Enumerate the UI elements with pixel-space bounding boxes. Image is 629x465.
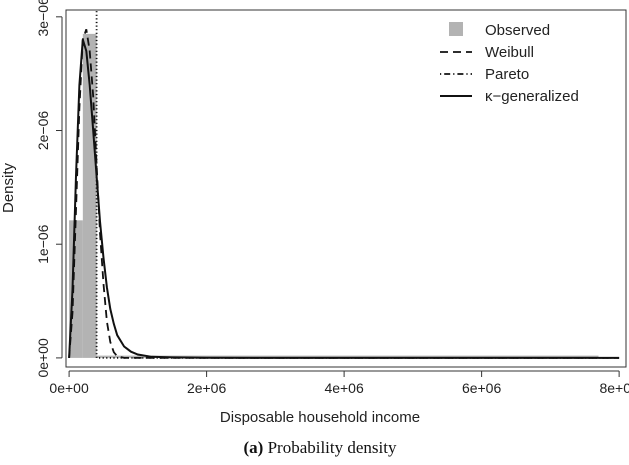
x-axis-title: Disposable household income — [220, 409, 420, 426]
legend: Observed Weibull Pareto κ−generalized — [440, 22, 579, 105]
y-tick-label-2: 2e−06 — [35, 111, 51, 151]
y-axis: 0e+00 1e−06 2e−06 3e−06 — [35, 0, 63, 378]
legend-label-3: κ−generalized — [485, 88, 579, 105]
y-tick-label-3: 3e−06 — [35, 0, 51, 36]
legend-entry-2: Pareto — [440, 66, 529, 83]
plot-frame — [65, 9, 627, 368]
legend-entry-3: κ−generalized — [440, 88, 579, 105]
legend-label-2: Pareto — [485, 66, 529, 83]
figure-caption: (a) Probability density — [244, 438, 397, 457]
series-line-kappa-generalized — [68, 39, 620, 359]
x-tick-label-0: 0e+00 — [49, 380, 89, 396]
y-tick-label-1: 1e−06 — [35, 224, 51, 264]
x-tick-label-4: 8e+06 — [599, 380, 629, 396]
y-axis-title: Density — [0, 162, 17, 213]
legend-label-1: Weibull — [485, 44, 534, 61]
x-tick-label-3: 6e+06 — [462, 380, 502, 396]
histogram-bar-1 — [82, 33, 97, 358]
x-tick-label-1: 2e+06 — [187, 380, 227, 396]
density-curves — [68, 11, 620, 359]
histogram-bars — [69, 33, 599, 358]
histogram-bar-2 — [96, 355, 599, 358]
legend-entry-1: Weibull — [440, 44, 534, 61]
legend-label-0: Observed — [485, 22, 550, 39]
legend-entry-0: Observed — [449, 22, 550, 39]
caption-prefix: (a) — [244, 438, 264, 457]
y-tick-label-0: 0e+00 — [35, 338, 51, 378]
x-tick-label-2: 4e+06 — [324, 380, 364, 396]
legend-swatch-observed — [449, 22, 463, 36]
caption-text: Probability density — [263, 438, 397, 457]
series-line-weibull — [68, 29, 620, 359]
x-axis: 0e+00 2e+06 4e+06 6e+06 8e+06 — [49, 370, 629, 396]
histogram-bar-0 — [69, 220, 83, 358]
series-line-pareto — [95, 11, 620, 359]
